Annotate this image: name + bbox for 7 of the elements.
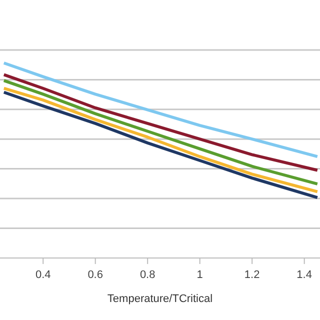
x-tick-label: 1.2 [244, 268, 260, 281]
x-tick-label: 0.6 [88, 268, 103, 281]
x-tick-label: 0.8 [140, 268, 156, 281]
x-axis-title: Temperature/TCritical [107, 293, 213, 305]
x-tick-label: 0.4 [35, 268, 51, 281]
x-tick-label: 1.4 [296, 268, 312, 281]
x-tick-label: 1 [196, 268, 203, 281]
